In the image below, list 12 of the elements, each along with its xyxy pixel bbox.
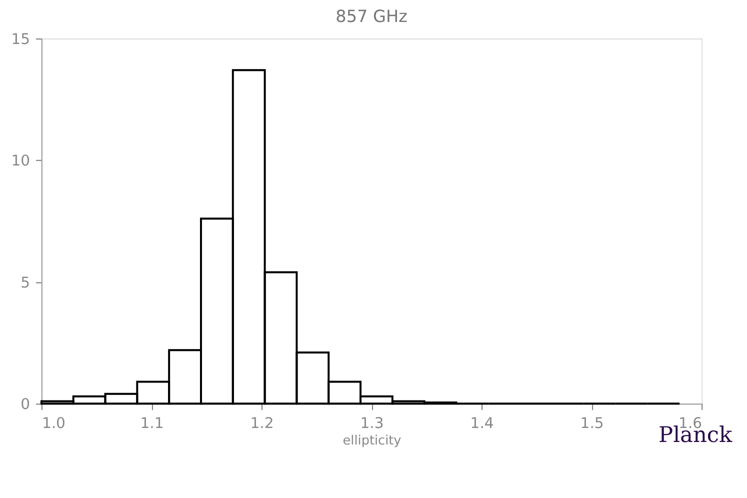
y-tick-label: 0 — [20, 396, 30, 414]
x-tick-label: 1.2 — [250, 414, 274, 432]
y-tick-label: 10 — [11, 152, 30, 170]
chart-title: 857 GHz — [336, 6, 408, 26]
x-tick-label: 1.5 — [580, 414, 604, 432]
x-axis-title: ellipticity — [342, 434, 402, 449]
x-tick-label: 1.0 — [42, 414, 66, 432]
x-tick-label: 1.3 — [360, 414, 384, 432]
y-tick-label: 5 — [20, 274, 30, 292]
y-tick-label: 15 — [11, 30, 30, 48]
x-tick-label: 1.4 — [470, 414, 494, 432]
x-tick-label: 1.1 — [140, 414, 164, 432]
